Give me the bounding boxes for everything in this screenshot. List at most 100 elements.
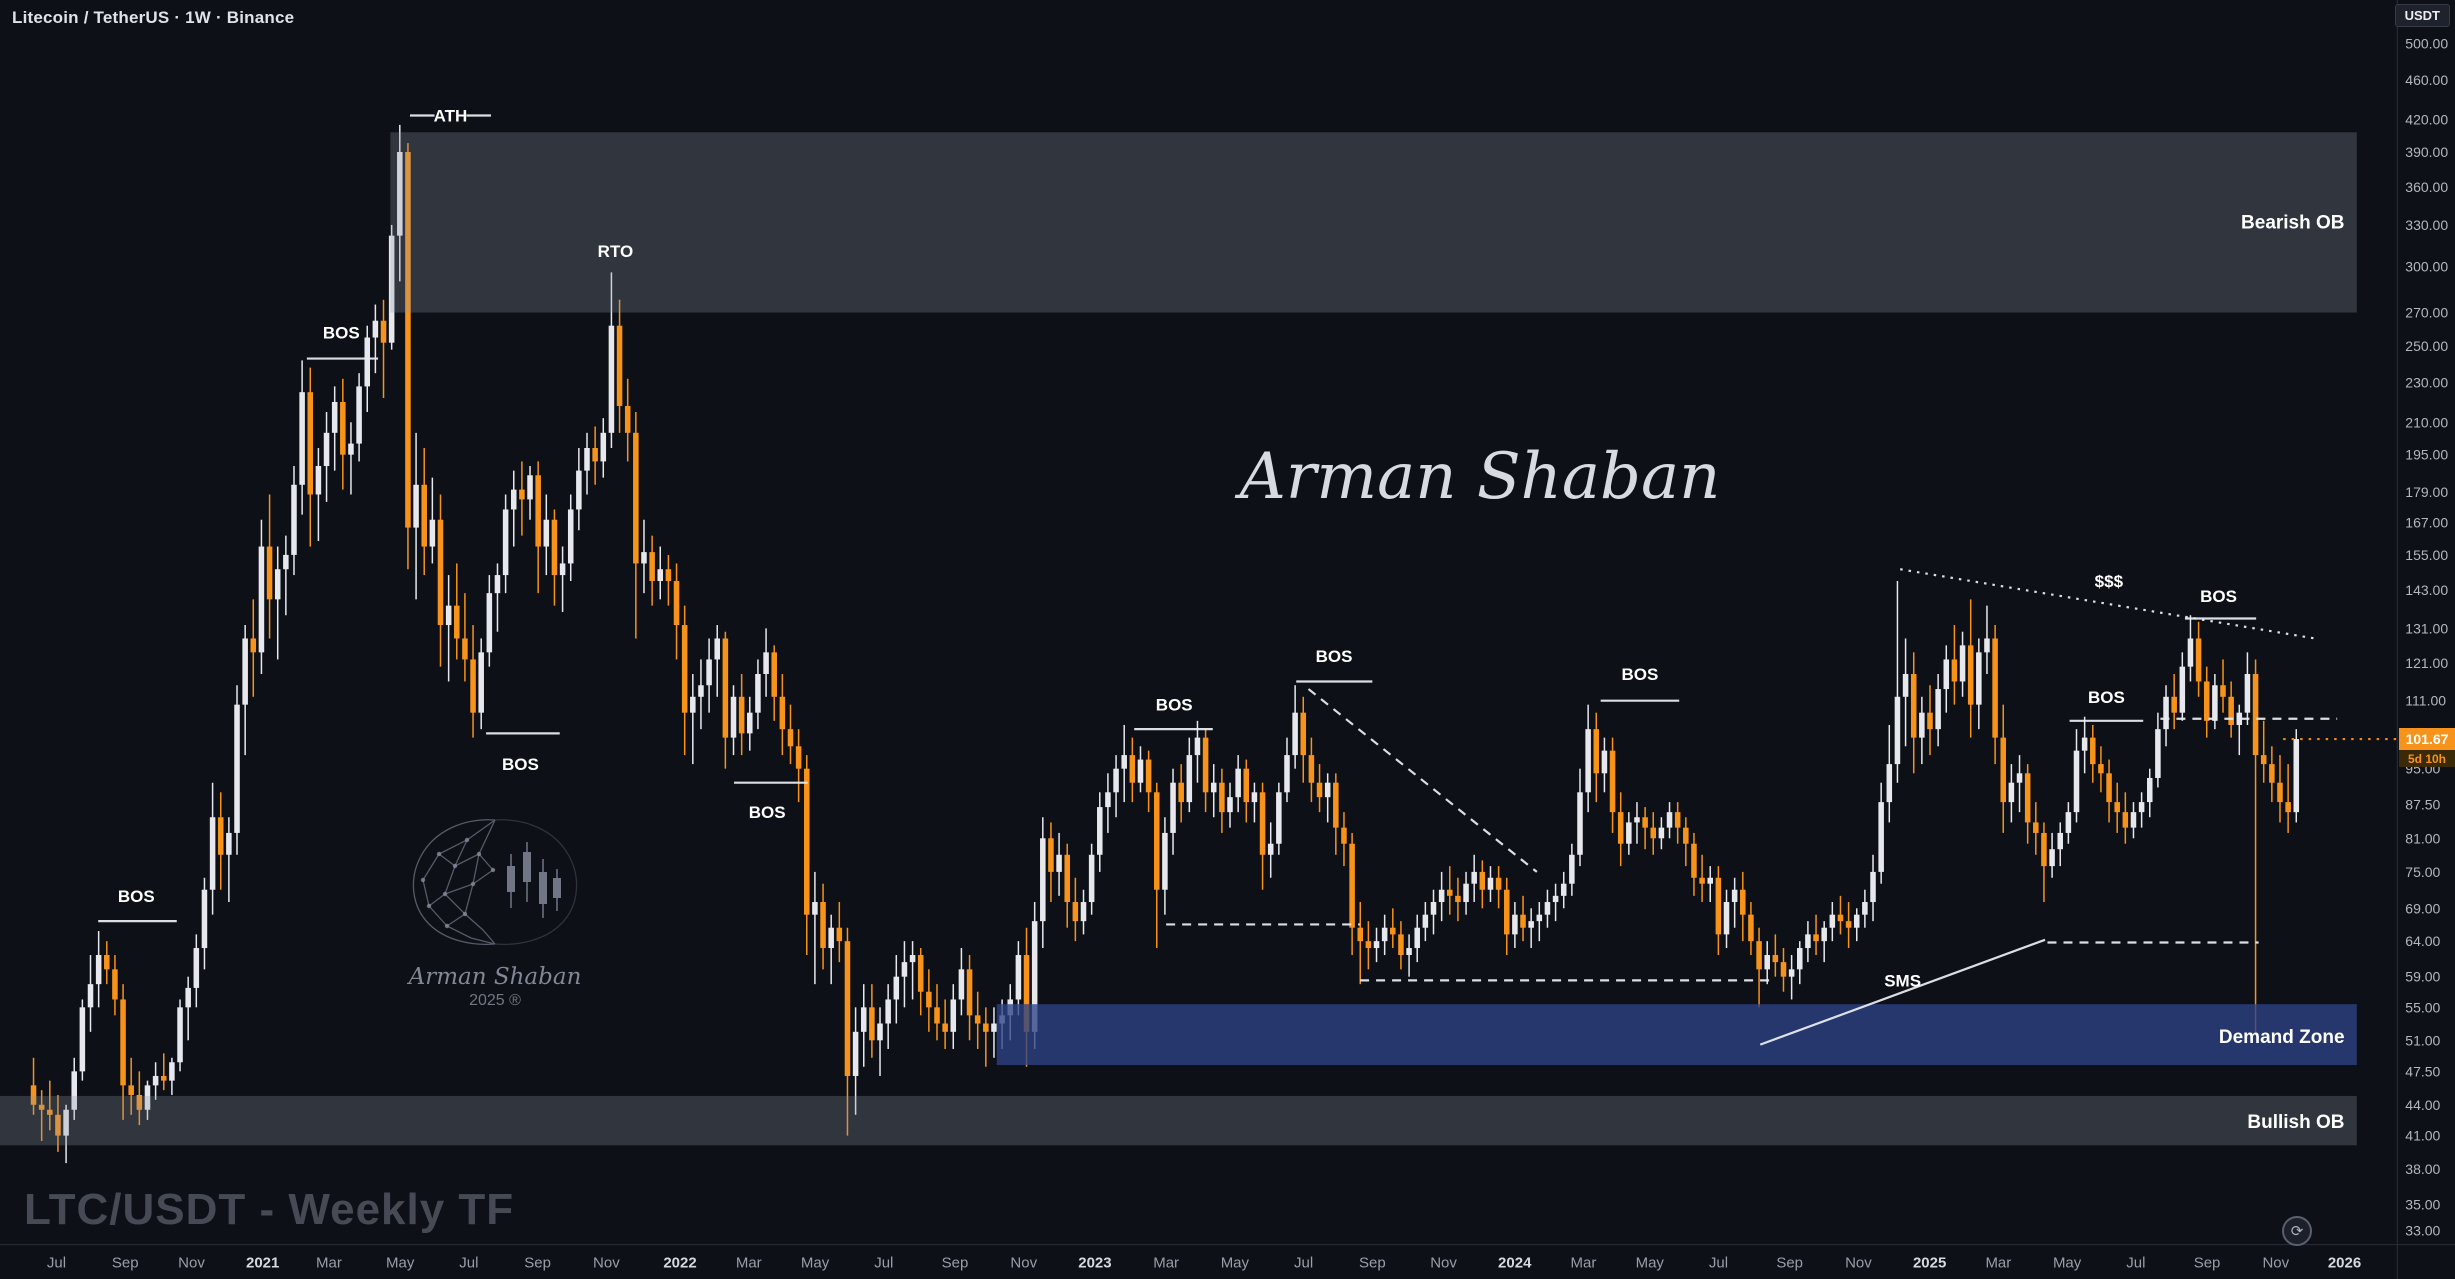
candle-up <box>901 962 908 977</box>
candle-up <box>755 674 761 713</box>
candle-up <box>242 638 248 705</box>
rto-annotation[interactable]: RTO <box>598 242 634 261</box>
candle-down <box>1390 927 1396 935</box>
candle-up <box>1284 755 1290 793</box>
price-tick: 250.00 <box>2405 338 2448 354</box>
currency-tag[interactable]: USDT <box>2394 4 2450 27</box>
logo-year: 2025 ® <box>469 992 521 1009</box>
price-axis[interactable]: 500.00 460.00 420.00 390.00 360.00 330.00 300.… <box>2405 35 2448 1238</box>
candle-down <box>820 902 826 949</box>
sms-trendline[interactable] <box>1759 938 2046 1046</box>
author-signature-watermark: Arman Shaban <box>1239 440 1721 514</box>
price-tick: 87.50 <box>2405 797 2440 813</box>
candle-up <box>1210 782 1217 793</box>
time-label-month: Mar <box>1153 1255 1179 1272</box>
bos-annotation[interactable]: BOS <box>2088 688 2125 707</box>
candle-down <box>30 1085 37 1105</box>
candle-up <box>1943 659 1950 690</box>
candle-down <box>1357 927 1364 942</box>
candle-up <box>1113 768 1119 793</box>
bos-annotation[interactable]: BOS <box>1156 696 1193 715</box>
money-annotation[interactable]: $$$ <box>2095 572 2124 591</box>
candle-down <box>869 1007 875 1041</box>
time-label-month: Nov <box>1845 1255 1872 1272</box>
candle-up <box>1935 689 1941 730</box>
price-tick: 35.00 <box>2405 1197 2440 1213</box>
candle-down <box>2090 737 2096 765</box>
candle-up <box>584 447 590 471</box>
price-tick: 131.00 <box>2405 620 2448 636</box>
candle-up <box>1414 927 1420 949</box>
candle-down <box>2000 737 2007 803</box>
bearish-ob-zone[interactable] <box>390 132 2357 313</box>
candle-up <box>1707 877 1714 884</box>
candle-down <box>266 546 273 600</box>
candle-up <box>1984 638 1990 653</box>
candle-down <box>1072 902 1079 922</box>
candle-down <box>1617 812 1624 844</box>
candle-down <box>917 955 924 992</box>
bos-annotation[interactable]: BOS <box>2200 587 2237 606</box>
candle-down <box>926 991 932 1008</box>
candle-up <box>909 955 916 963</box>
demand-zone-zone[interactable] <box>996 1004 2357 1065</box>
decline-2023[interactable] <box>1307 688 1538 873</box>
price-tick: 210.00 <box>2405 414 2448 430</box>
candle-up <box>2212 685 2218 721</box>
candle-up <box>1471 871 1477 884</box>
candle-up <box>283 554 289 570</box>
candle-up <box>445 605 452 626</box>
candle-up <box>1959 645 1966 682</box>
price-tick: 500.00 <box>2405 35 2448 51</box>
candle-down <box>2041 832 2047 867</box>
time-axis[interactable]: Jul Sep Nov 2021 Mar May Jul Sep Nov 2022 Mar May Ju… <box>47 1255 2361 1272</box>
candle-up <box>1870 871 1876 903</box>
sms-annotation[interactable]: SMS <box>1884 971 1921 990</box>
candle-down <box>1048 838 1054 872</box>
candle-down <box>1495 877 1502 890</box>
candle-up <box>502 509 509 576</box>
candle-down <box>673 581 680 626</box>
candle-down <box>2033 822 2039 833</box>
candle-down <box>738 696 745 734</box>
candle-down <box>722 638 729 738</box>
candle-down <box>47 1109 53 1115</box>
bos-annotation[interactable]: BOS <box>1622 665 1659 684</box>
candle-up <box>1788 969 1795 977</box>
lower-highs-trendline[interactable] <box>1899 568 2316 640</box>
bos-annotation[interactable]: BOS <box>118 887 155 906</box>
candle-down <box>1609 750 1616 813</box>
candle-up <box>152 1075 159 1086</box>
symbol-title[interactable]: Litecoin / TetherUS · 1W · Binance <box>12 8 295 27</box>
bullish-ob-zone[interactable] <box>0 1095 2357 1146</box>
candle-down <box>1259 792 1266 855</box>
candle-up <box>958 969 965 1000</box>
ath-annotation[interactable]: ATH <box>434 106 468 125</box>
time-label-month: Sep <box>524 1255 551 1272</box>
candle-down <box>462 638 468 660</box>
bos-annotation[interactable]: BOS <box>749 803 786 822</box>
candle-up <box>1805 934 1811 949</box>
author-logo-block: Arman Shaban 2025 ® <box>390 812 600 1010</box>
candle-up <box>527 475 533 500</box>
time-label-month: Jul <box>47 1255 66 1272</box>
candle-down <box>942 1023 948 1032</box>
candle-up <box>71 1071 77 1110</box>
candle-up <box>2179 666 2186 713</box>
candle-down <box>55 1114 61 1136</box>
bos-annotation[interactable]: BOS <box>323 323 360 342</box>
candle-down <box>1341 827 1347 844</box>
candle-up <box>95 955 102 985</box>
time-label-month: May <box>386 1255 415 1272</box>
candle-down <box>1479 871 1486 890</box>
candle-up <box>1626 822 1632 844</box>
candle-up <box>2155 729 2161 778</box>
last-price-label: 101.67 <box>2399 728 2455 751</box>
bos-annotation[interactable]: BOS <box>502 755 539 774</box>
candle-down <box>405 151 411 528</box>
time-label-month: Jul <box>1709 1255 1728 1272</box>
price-tick: 47.50 <box>2405 1063 2440 1079</box>
bos-annotation[interactable]: BOS <box>1316 647 1353 666</box>
candle-down <box>1365 941 1372 949</box>
